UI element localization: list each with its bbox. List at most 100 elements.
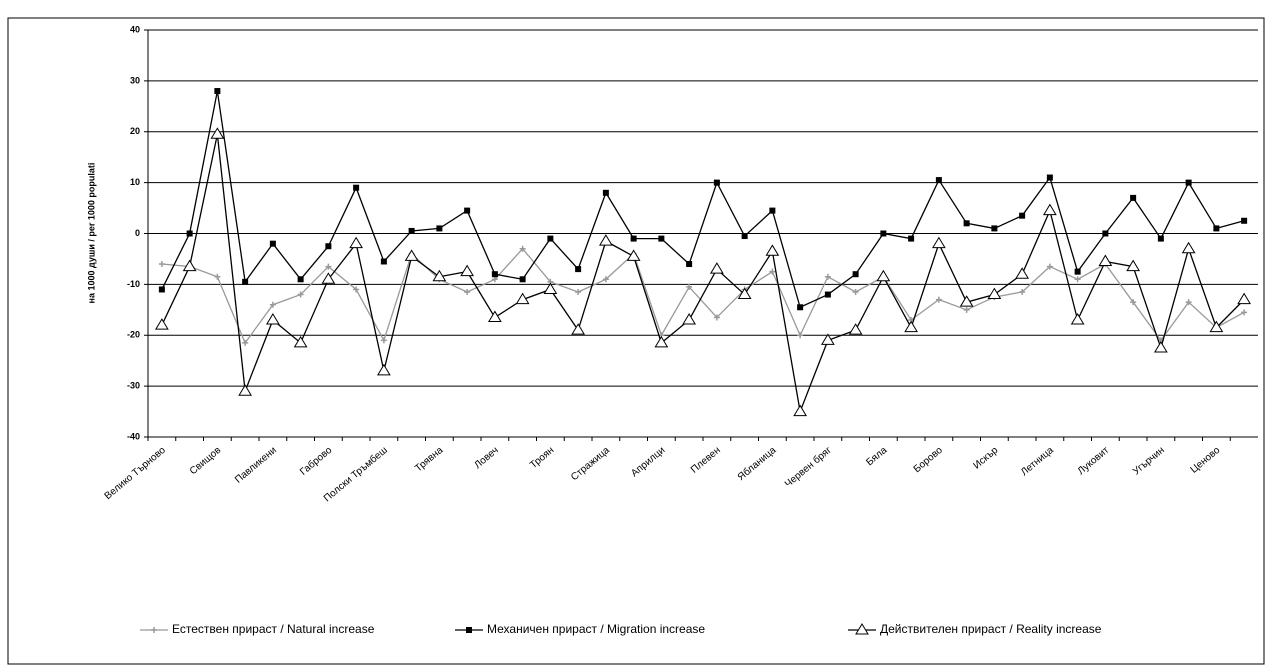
point bbox=[349, 236, 364, 249]
point bbox=[682, 313, 697, 325]
point bbox=[1074, 276, 1081, 283]
point bbox=[741, 233, 748, 240]
point bbox=[1074, 268, 1081, 275]
point bbox=[242, 339, 249, 346]
legend-label: Действителен прираст / Reality increase bbox=[880, 622, 1102, 636]
point bbox=[769, 268, 776, 275]
point bbox=[686, 283, 693, 290]
point bbox=[297, 291, 304, 298]
point bbox=[297, 276, 304, 283]
point bbox=[959, 295, 974, 307]
legend-item: Естествен прираст / Natural increase bbox=[140, 622, 375, 636]
point bbox=[238, 384, 253, 396]
legend-label: Механичен прираст / Migration increase bbox=[487, 622, 705, 636]
point bbox=[602, 189, 609, 196]
point bbox=[269, 240, 276, 247]
point bbox=[769, 207, 776, 214]
point bbox=[1042, 203, 1057, 216]
point bbox=[460, 264, 475, 277]
point bbox=[1237, 292, 1252, 305]
point bbox=[380, 258, 387, 265]
point bbox=[325, 243, 332, 250]
point bbox=[1098, 254, 1113, 266]
legend-marker bbox=[855, 623, 869, 635]
point bbox=[876, 269, 891, 282]
legend-label: Естествен прираст / Natural increase bbox=[172, 622, 375, 636]
point bbox=[848, 323, 863, 335]
point bbox=[571, 323, 586, 335]
point bbox=[487, 310, 502, 322]
point bbox=[1130, 299, 1137, 306]
point bbox=[1185, 299, 1192, 306]
point bbox=[1130, 194, 1137, 201]
point bbox=[353, 184, 360, 191]
y-tick-label: -10 bbox=[127, 279, 140, 289]
legend-item: Действителен прираст / Reality increase bbox=[848, 622, 1102, 636]
point bbox=[935, 296, 942, 303]
point bbox=[1241, 309, 1248, 316]
legend-marker bbox=[151, 627, 157, 633]
point bbox=[797, 332, 804, 339]
point bbox=[491, 276, 498, 283]
point bbox=[1019, 212, 1026, 219]
point bbox=[1015, 267, 1030, 279]
point bbox=[325, 263, 332, 270]
point bbox=[242, 278, 249, 285]
point bbox=[269, 301, 276, 308]
point bbox=[797, 304, 804, 311]
series-line bbox=[161, 90, 1245, 309]
point bbox=[626, 249, 641, 261]
point bbox=[1185, 179, 1192, 186]
point bbox=[182, 259, 197, 272]
point bbox=[1046, 174, 1053, 181]
point bbox=[1102, 230, 1109, 237]
point bbox=[654, 335, 669, 348]
point bbox=[464, 289, 471, 296]
point bbox=[1070, 313, 1085, 325]
point bbox=[214, 273, 221, 280]
y-tick-label: -40 bbox=[127, 431, 140, 441]
point bbox=[931, 236, 946, 249]
point bbox=[686, 261, 693, 268]
series-line bbox=[161, 247, 1245, 345]
point bbox=[658, 235, 665, 242]
point bbox=[793, 404, 808, 417]
point bbox=[436, 225, 443, 232]
point bbox=[543, 282, 558, 294]
point bbox=[210, 127, 225, 139]
point bbox=[880, 230, 887, 237]
y-axis-label: на 1000 души / per 1000 populati bbox=[86, 163, 96, 304]
point bbox=[376, 363, 391, 376]
y-tick-label: 10 bbox=[130, 177, 140, 187]
point bbox=[1046, 263, 1053, 270]
y-tick-label: 40 bbox=[130, 24, 140, 34]
point bbox=[432, 269, 447, 282]
point bbox=[519, 245, 526, 252]
point bbox=[1209, 320, 1224, 333]
point bbox=[987, 287, 1002, 300]
point bbox=[1181, 241, 1196, 254]
point bbox=[908, 235, 915, 242]
point bbox=[491, 271, 498, 278]
point bbox=[158, 286, 165, 293]
point bbox=[1213, 225, 1220, 232]
point bbox=[630, 235, 637, 242]
point bbox=[598, 234, 613, 246]
point bbox=[737, 287, 752, 300]
legend-item: Механичен прираст / Migration increase bbox=[455, 622, 705, 636]
point bbox=[1019, 289, 1026, 296]
point bbox=[1126, 259, 1141, 272]
point bbox=[519, 276, 526, 283]
y-tick-label: 0 bbox=[135, 228, 140, 238]
point bbox=[713, 314, 720, 321]
y-tick-label: 30 bbox=[130, 75, 140, 85]
point bbox=[404, 249, 419, 261]
point bbox=[852, 289, 859, 296]
y-tick-label: -20 bbox=[127, 330, 140, 340]
point bbox=[214, 88, 221, 95]
point bbox=[824, 273, 831, 280]
point bbox=[602, 276, 609, 283]
point bbox=[1157, 235, 1164, 242]
point bbox=[713, 179, 720, 186]
